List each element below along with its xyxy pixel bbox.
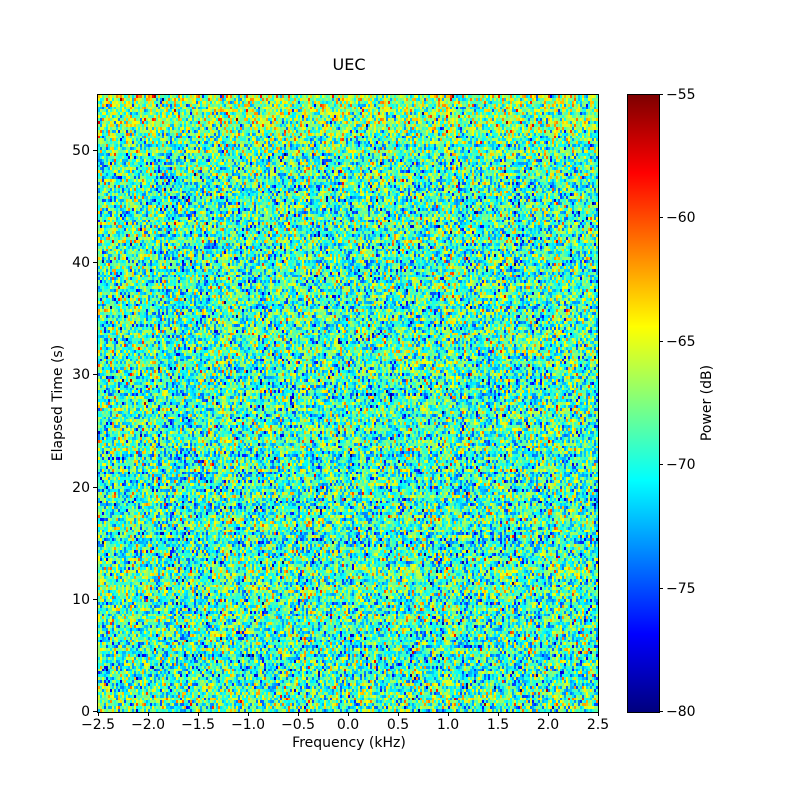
x-tick-label: 2.5 (586, 717, 610, 733)
y-tick-mark (93, 374, 97, 375)
y-tick-label: 40 (72, 255, 90, 272)
y-tick-mark (93, 711, 97, 712)
y-tick-label: 10 (72, 591, 90, 608)
x-tick-mark (498, 712, 499, 716)
y-tick-mark (93, 150, 97, 151)
y-tick-label: 0 (81, 704, 90, 720)
figure-title: UEC (332, 55, 366, 74)
y-tick-label: 20 (72, 479, 90, 496)
x-tick-label: −2.5 (81, 717, 115, 733)
x-tick-label: 1.0 (436, 717, 460, 733)
y-tick-mark (93, 599, 97, 600)
colorbar-tick-mark (659, 588, 663, 589)
colorbar-tick-mark (659, 94, 663, 95)
x-tick-mark (198, 712, 199, 716)
x-axis-label: Frequency (kHz) (292, 735, 406, 751)
colorbar-tick-mark (659, 464, 663, 465)
y-axis-label: Elapsed Time (s) (50, 344, 66, 462)
colorbar-tick-label: −70 (666, 457, 696, 474)
y-tick-label: 50 (72, 143, 90, 160)
x-tick-label: 2.0 (536, 717, 560, 733)
x-tick-mark (548, 712, 549, 716)
x-tick-label: −1.5 (181, 717, 215, 733)
colorbar-tick-mark (659, 711, 663, 712)
x-tick-mark (148, 712, 149, 716)
x-tick-mark (298, 712, 299, 716)
x-tick-mark (398, 712, 399, 716)
y-tick-mark (93, 487, 97, 488)
x-tick-label: −2.0 (131, 717, 165, 733)
colorbar-tick-label: −60 (666, 210, 696, 227)
colorbar-tick-label: −65 (666, 333, 696, 350)
x-tick-mark (248, 712, 249, 716)
y-tick-label: 30 (72, 367, 90, 384)
x-tick-mark (598, 712, 599, 716)
y-tick-mark (93, 262, 97, 263)
x-tick-label: −0.5 (281, 717, 315, 733)
spectrogram-heatmap (97, 94, 599, 713)
x-tick-label: 0.0 (336, 717, 360, 733)
colorbar-tick-label: −80 (666, 704, 696, 720)
colorbar-gradient (627, 94, 660, 713)
colorbar-tick-mark (659, 217, 663, 218)
x-tick-mark (98, 712, 99, 716)
colorbar-tick-mark (659, 341, 663, 342)
x-tick-mark (348, 712, 349, 716)
x-tick-label: 1.5 (486, 717, 510, 733)
x-tick-label: −1.0 (231, 717, 265, 733)
colorbar-label: Power (dB) (699, 364, 715, 442)
colorbar-tick-label: −55 (666, 87, 696, 103)
x-tick-label: 0.5 (386, 717, 410, 733)
x-tick-mark (448, 712, 449, 716)
colorbar-tick-label: −75 (666, 580, 696, 597)
